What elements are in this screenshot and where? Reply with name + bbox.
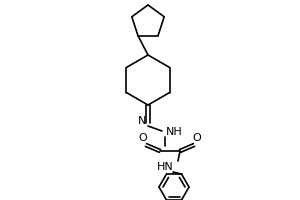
- Text: O: O: [139, 133, 147, 143]
- Text: O: O: [193, 133, 201, 143]
- Text: NH: NH: [166, 127, 183, 137]
- Text: HN: HN: [157, 162, 174, 172]
- Text: N: N: [138, 116, 146, 126]
